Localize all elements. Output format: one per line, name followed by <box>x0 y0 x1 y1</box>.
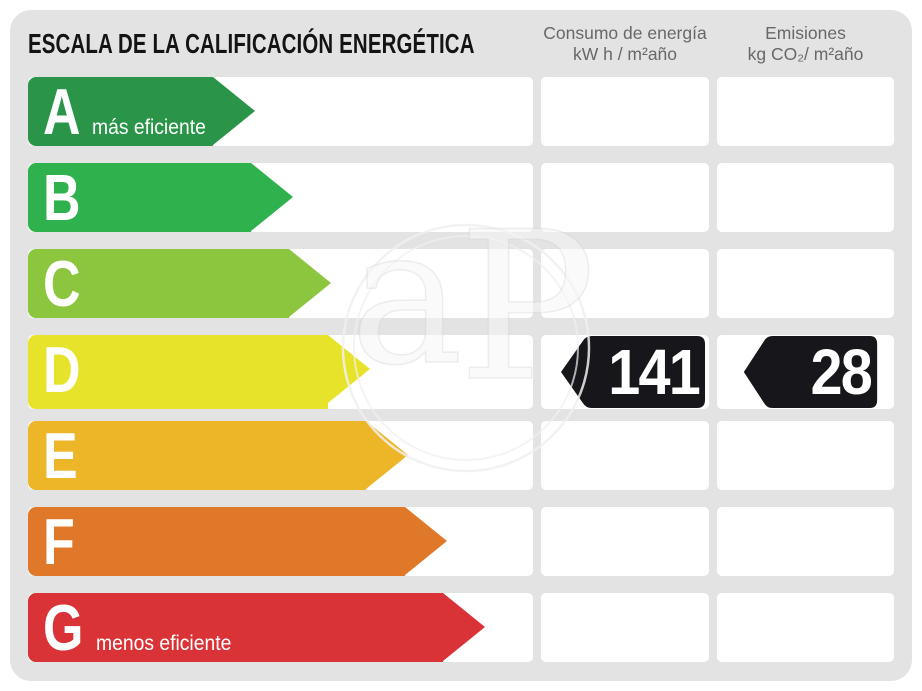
scale-band-b: B <box>28 163 533 232</box>
scale-band-f: F <box>28 507 533 576</box>
emisiones-cell-f <box>717 507 894 576</box>
header: ESCALA DE LA CALIFICACIÓN ENERGÉTICA Con… <box>10 10 912 77</box>
consumo-value-badge: 141 <box>559 335 707 409</box>
grade-label-a: más eficiente <box>91 116 206 139</box>
rating-arrow-b: B <box>28 161 293 234</box>
energy-scale-panel: ESCALA DE LA CALIFICACIÓN ENERGÉTICA Con… <box>10 10 912 681</box>
grade-letter-g: G <box>43 591 84 664</box>
consumo-cell-b <box>541 163 709 232</box>
arrow-tip-icon <box>289 249 331 317</box>
grade-letter-d: D <box>43 333 81 406</box>
consumo-header-line1: Consumo de energía <box>543 22 707 43</box>
grade-label-g: menos eficiente <box>95 632 231 655</box>
rating-arrow-e: E <box>28 419 408 492</box>
column-header-emisiones: Emisiones kg CO₂/ m²año <box>717 23 894 65</box>
consumo-cell-g <box>541 593 709 662</box>
scale-band-d: D <box>28 335 533 409</box>
consumo-cell-f <box>541 507 709 576</box>
page-title: ESCALA DE LA CALIFICACIÓN ENERGÉTICA <box>28 27 475 59</box>
column-header-consumo: Consumo de energía kW h / m²año <box>541 23 709 65</box>
rating-row-b: B <box>28 163 895 232</box>
rating-row-f: F <box>28 507 895 576</box>
emisiones-value: 28 <box>810 336 873 408</box>
consumo-cell-e <box>541 421 709 490</box>
arrow-tip-icon <box>328 335 370 403</box>
grade-letter-b: B <box>43 161 81 234</box>
consumo-header-line2: kW h / m²año <box>572 43 678 64</box>
arrow-tip-icon <box>251 163 293 231</box>
arrow-tip-icon <box>366 421 408 489</box>
arrow-tip-icon <box>405 507 447 575</box>
rating-row-e: E <box>28 421 895 490</box>
scale-band-e: E <box>28 421 533 490</box>
emisiones-value-badge: 28 <box>742 335 879 409</box>
emisiones-cell-e <box>717 421 894 490</box>
emisiones-cell-b <box>717 163 894 232</box>
emisiones-badge-arrow-icon <box>743 336 878 408</box>
consumo-badge-arrow-icon <box>560 336 706 408</box>
scale-band-c: C <box>28 249 533 318</box>
consumo-value: 141 <box>608 336 701 408</box>
emisiones-cell-c <box>717 249 894 318</box>
rating-row-c: C <box>28 249 895 318</box>
emisiones-header-line2: kg CO₂/ m²año <box>747 43 864 64</box>
emisiones-cell-a <box>717 77 894 146</box>
rating-arrow-d: D <box>28 333 370 409</box>
consumo-cell-d: 141 <box>541 335 709 409</box>
rating-row-d: D 141 28 <box>28 335 895 409</box>
grade-letter-c: C <box>43 247 81 320</box>
grade-letter-e: E <box>43 419 78 492</box>
grade-letter-f: F <box>43 505 75 578</box>
arrow-tip-icon <box>213 77 255 145</box>
emisiones-cell-d: 28 <box>717 335 894 409</box>
rating-arrow-f: F <box>28 505 447 578</box>
emisiones-header-line1: Emisiones <box>765 22 846 43</box>
consumo-cell-c <box>541 249 709 318</box>
emisiones-cell-g <box>717 593 894 662</box>
consumo-cell-a <box>541 77 709 146</box>
rating-arrow-c: C <box>28 247 331 320</box>
arrow-tip-icon <box>443 593 485 661</box>
grade-letter-a: A <box>43 75 81 148</box>
